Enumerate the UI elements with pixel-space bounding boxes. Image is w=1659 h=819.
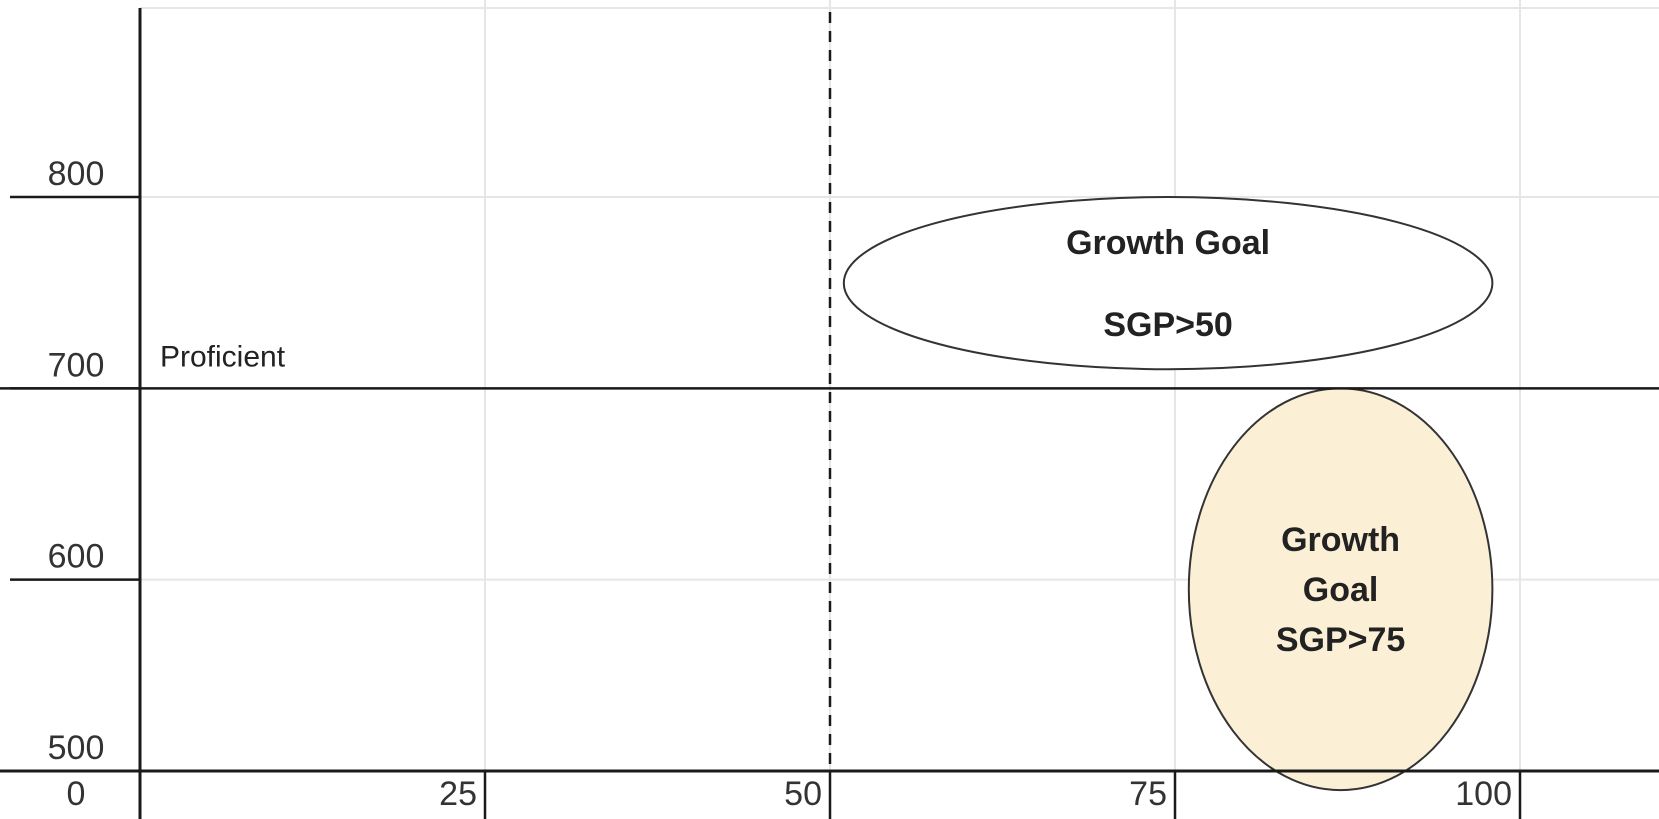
growth-goal-label: SGP>50 — [1103, 306, 1232, 344]
reference-lines-layer — [0, 12, 1659, 771]
axes-layer — [0, 8, 1659, 819]
x-tick-label: 25 — [439, 775, 477, 813]
y-tick-label: 800 — [48, 155, 105, 193]
text-layer: Growth Goal SGP>50 Growth Goal SGP>75 Profici… — [48, 155, 1512, 813]
x-tick-label: 0 — [67, 775, 86, 813]
growth-goal-label: Growth Goal — [1066, 224, 1270, 262]
y-tick-label: 500 — [48, 729, 105, 767]
x-tick-label: 50 — [784, 775, 822, 813]
growth-goal-label: Growth — [1281, 521, 1400, 559]
proficient-label: Proficient — [160, 340, 286, 373]
y-tick-label: 600 — [48, 538, 105, 576]
x-tick-label: 75 — [1129, 775, 1167, 813]
growth-goal-label: Goal — [1303, 571, 1379, 609]
x-tick-label: 100 — [1455, 775, 1512, 813]
growth-goal-region-1 — [842, 196, 1494, 371]
regions-layer — [842, 196, 1494, 792]
y-tick-label: 700 — [48, 346, 105, 384]
growth-goal-label: SGP>75 — [1276, 621, 1405, 659]
